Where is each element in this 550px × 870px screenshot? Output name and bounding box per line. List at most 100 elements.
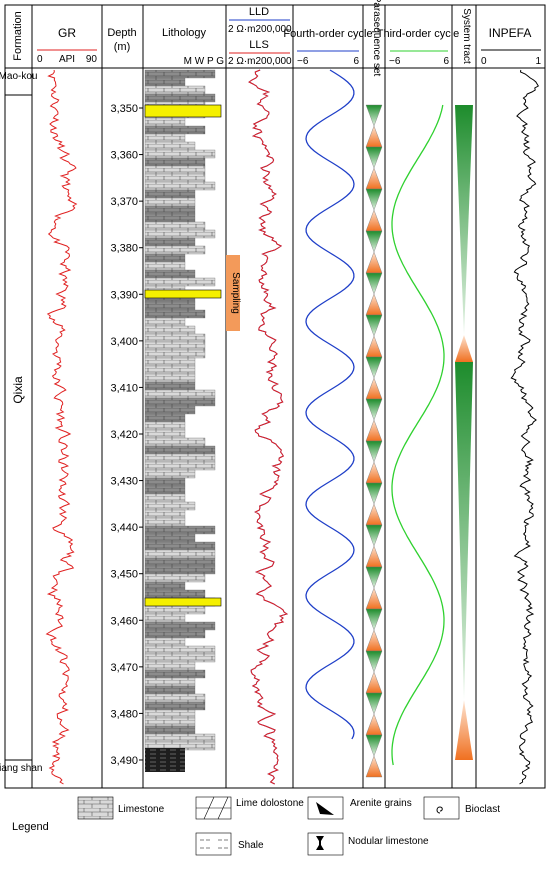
header: Parasequence set <box>371 0 382 77</box>
depth-label: 3,380 <box>110 243 138 255</box>
litho-bed <box>144 501 196 511</box>
hst <box>455 700 473 760</box>
dolostone-bed <box>144 597 222 607</box>
shale-bed <box>145 748 185 772</box>
litho-bed <box>144 581 186 591</box>
litho-bed <box>144 589 206 599</box>
litho-bed <box>144 189 196 199</box>
litho-bed <box>144 389 216 399</box>
parasequence-green <box>365 314 383 337</box>
hst <box>455 335 473 362</box>
tst <box>455 362 473 700</box>
parasequence-orange <box>365 461 383 484</box>
litho-bed <box>144 573 206 583</box>
parasequence-orange <box>365 293 383 316</box>
litho-bed <box>144 525 216 535</box>
litho-bed <box>144 725 196 735</box>
litho-bed <box>144 173 206 183</box>
parasequence-orange <box>365 755 383 778</box>
litho-bed <box>144 349 206 359</box>
depth-label: 3,420 <box>110 429 138 441</box>
dolostone-bed <box>144 104 222 118</box>
legend-item: Nodular limestone <box>348 836 429 847</box>
litho-bed <box>144 85 206 95</box>
parasequence-green <box>365 440 383 463</box>
parasequence-orange <box>365 629 383 652</box>
litho-bed <box>144 533 196 543</box>
litho-bed <box>144 541 216 551</box>
parasequence-green <box>365 566 383 589</box>
litho-bed <box>144 629 206 639</box>
litho-bed <box>144 669 206 679</box>
litho-bed <box>144 509 186 519</box>
litho-bed <box>144 717 196 727</box>
litho-bed <box>144 637 186 647</box>
litho-bed <box>144 373 196 383</box>
parasequence-green <box>365 146 383 169</box>
parasequence-orange <box>365 419 383 442</box>
litho-bed <box>144 365 196 375</box>
header: Fourth-order cycle <box>283 28 372 40</box>
gr-curve <box>45 69 78 785</box>
scale: 0 <box>481 56 487 67</box>
litho-bed <box>144 381 196 391</box>
litho-bed <box>144 277 216 287</box>
scale: 6 <box>353 56 359 67</box>
litho-bed <box>144 661 196 671</box>
depth-label: 3,360 <box>110 150 138 162</box>
depth-label: 3,480 <box>110 708 138 720</box>
sampling: Sampling <box>230 272 241 314</box>
litho-bed <box>144 221 206 231</box>
depth-label: 3,400 <box>110 336 138 348</box>
legend-item: Arenite grains <box>350 798 412 809</box>
unit: API <box>59 54 75 65</box>
parasequence-orange <box>365 209 383 232</box>
litho-bed <box>144 517 186 527</box>
litho-bed <box>144 213 196 223</box>
litho-bed <box>144 205 196 215</box>
parasequence-green <box>365 356 383 379</box>
legend-item: Lime dolostone <box>236 798 304 809</box>
parasequence-orange <box>365 335 383 358</box>
litho-bed <box>144 621 216 631</box>
litho-bed <box>144 133 186 143</box>
litho-bed <box>144 325 196 335</box>
litho-bed <box>144 445 216 455</box>
litho-bed <box>144 125 206 135</box>
parasequence-orange <box>365 377 383 400</box>
depth-label: 3,470 <box>110 662 138 674</box>
litho-bed <box>144 549 216 559</box>
formation: Mao-kou <box>0 71 37 82</box>
scale: 6 <box>443 56 449 67</box>
legend-item: Limestone <box>118 804 165 815</box>
scale: −6 <box>389 56 401 67</box>
litho-bed <box>144 157 206 167</box>
litho-bed <box>144 229 216 239</box>
parasequence-green <box>365 734 383 757</box>
litho-bed <box>144 685 196 695</box>
litho-bed <box>144 333 206 343</box>
litho-bed <box>144 709 196 719</box>
litho-bed <box>144 677 196 687</box>
texture: M W P G <box>184 56 225 67</box>
litho-bed <box>144 557 216 567</box>
legend-item: Shale <box>238 840 264 851</box>
unit: (m) <box>114 41 131 53</box>
legend-item: Bioclast <box>465 804 500 815</box>
dolostone-bed <box>144 289 222 299</box>
scale: 0 <box>37 54 43 65</box>
parasequence-orange <box>365 587 383 610</box>
litho-bed <box>144 437 206 447</box>
litho-bed <box>144 421 186 431</box>
litho-bed <box>144 453 216 463</box>
litho-bed <box>144 461 216 471</box>
scale: 2 Ω·m200,000 <box>228 56 292 67</box>
litho-bed <box>144 397 216 407</box>
parasequence-orange <box>365 545 383 568</box>
header: System tract <box>461 8 472 64</box>
litho-bed <box>144 117 186 127</box>
depth-label: 3,350 <box>110 103 138 115</box>
litho-bed <box>144 141 196 151</box>
litho-bed <box>144 269 196 279</box>
